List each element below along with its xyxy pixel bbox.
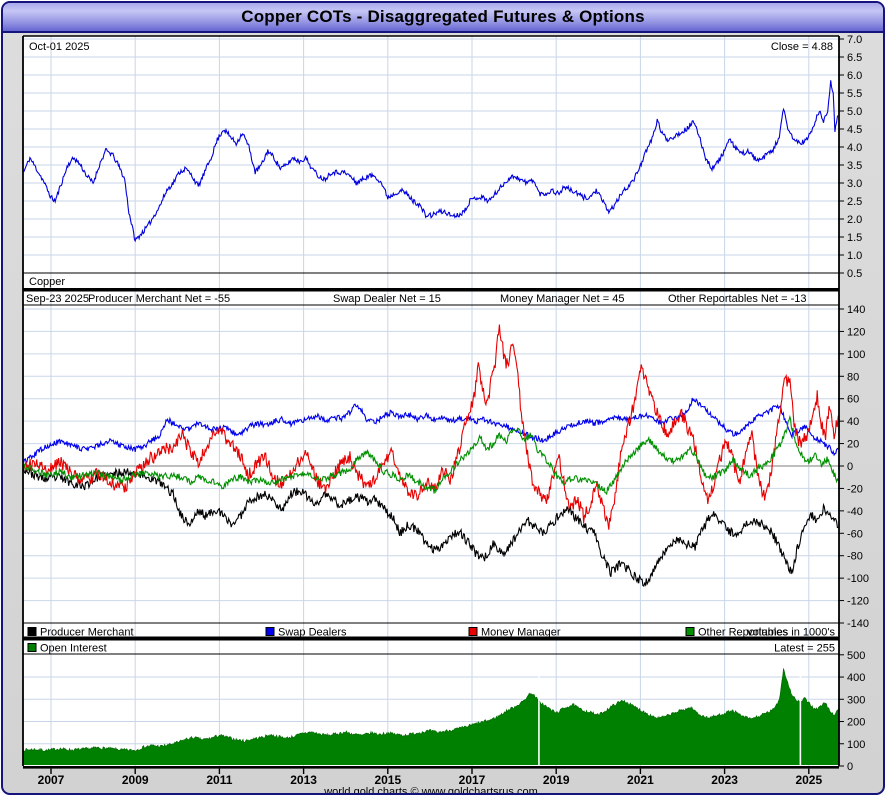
y-tick-label: 20 [847, 439, 859, 451]
cot-net-header: Swap Dealer Net = 15 [333, 293, 441, 305]
open-interest-label: Open Interest [40, 643, 107, 655]
y-tick-label: -20 [847, 483, 863, 495]
legend-swatch [265, 627, 275, 636]
y-tick-label: 6.5 [847, 52, 862, 64]
y-tick-label: 2.5 [847, 196, 862, 208]
legend-swatch [27, 627, 37, 636]
y-tick-label: -140 [847, 618, 869, 630]
y-tick-label: 7.0 [847, 34, 862, 46]
money-manager-line [23, 324, 839, 530]
y-tick-label: 100 [847, 349, 865, 361]
y-tick-label: 4.5 [847, 124, 862, 136]
y-tick-label: 4.0 [847, 142, 862, 154]
x-tick-label: 2023 [711, 773, 738, 787]
swap-dealers-line [23, 397, 839, 463]
latest-label: Latest = 255 [774, 643, 835, 655]
separator-1 [23, 288, 839, 291]
y-tick-label: 140 [847, 304, 865, 316]
y-tick-label: 3.5 [847, 160, 862, 172]
cot-net-header: Other Reportables Net = -13 [668, 293, 807, 305]
y-tick-label: 400 [847, 672, 865, 684]
cot-date-label: Sep-23 2025 [26, 293, 89, 305]
y-tick-label: 500 [847, 650, 865, 662]
legend-swatch [468, 627, 478, 636]
y-tick-label: 100 [847, 739, 865, 751]
y-tick-label: 5.5 [847, 88, 862, 100]
y-tick-label: 1.5 [847, 232, 862, 244]
open-interest-area [23, 668, 839, 765]
y-tick-label: -40 [847, 506, 863, 518]
cot-net-header: Producer Merchant Net = -55 [88, 293, 230, 305]
other-reportables-line [23, 414, 839, 496]
x-tick-label: 2009 [122, 773, 149, 787]
price-panel [23, 80, 839, 243]
x-tick-label: 2017 [459, 773, 486, 787]
y-tick-label: -80 [847, 551, 863, 563]
volumes-note: volumes in 1000's [747, 627, 835, 639]
y-tick-label: 0 [847, 761, 853, 773]
open-interest-panel [23, 655, 839, 765]
y-tick-label: 3.0 [847, 178, 862, 190]
y-tick-label: 0.5 [847, 268, 862, 280]
legend-label: Producer Merchant [40, 627, 134, 639]
y-tick-label: 80 [847, 371, 859, 383]
cot-net-header: Money Manager Net = 45 [500, 293, 624, 305]
price-instrument-label: Copper [29, 276, 65, 288]
y-tick-label: 5.0 [847, 106, 862, 118]
x-tick-label: 2007 [38, 773, 65, 787]
y-tick-label: -60 [847, 528, 863, 540]
y-tick-label: 0 [847, 461, 853, 473]
x-tick-label: 2013 [290, 773, 317, 787]
y-tick-label: 200 [847, 717, 865, 729]
separator-2 [23, 637, 839, 640]
y-tick-label: 60 [847, 394, 859, 406]
bottom-axis-line [23, 766, 839, 769]
legend-label: Other Reportables [698, 627, 788, 639]
footer-credit: world gold charts © www.goldchartsrus.co… [323, 786, 538, 795]
legend-label: Swap Dealers [278, 627, 347, 639]
legend-label: Money Manager [481, 627, 561, 639]
price-close-label: Close = 4.88 [771, 41, 833, 53]
y-tick-label: 40 [847, 416, 859, 428]
cot-net-panel [23, 324, 839, 587]
y-tick-label: 300 [847, 694, 865, 706]
x-tick-label: 2019 [543, 773, 570, 787]
chart-area: 7.0 6.5 6.0 5.5 5.0 4.5 4.0 3.5 3.0 2.5 2.0 1.5 1.0 0… [3, 33, 883, 795]
y-tick-label: 1.0 [847, 250, 862, 262]
price-date-label: Oct-01 2025 [29, 41, 90, 53]
x-tick-label: 2021 [627, 773, 654, 787]
y-tick-label: -100 [847, 573, 869, 585]
y-tick-label: 2.0 [847, 214, 862, 226]
y-tick-label: -120 [847, 596, 869, 608]
page-title: Copper COTs - Disaggregated Futures & Op… [241, 7, 645, 26]
open-interest-swatch [27, 643, 37, 652]
title-bar: Copper COTs - Disaggregated Futures & Op… [3, 3, 883, 33]
x-tick-label: 2025 [795, 773, 822, 787]
cot-chart-svg: 7.0 6.5 6.0 5.5 5.0 4.5 4.0 3.5 3.0 2.5 2.0 1.5 1.0 0… [22, 34, 869, 795]
x-tick-label: 2015 [374, 773, 401, 787]
copper-price-line [23, 80, 839, 243]
y-tick-label: 6.0 [847, 70, 862, 82]
y-tick-label: 120 [847, 326, 865, 338]
x-tick-label: 2011 [206, 773, 232, 787]
legend-swatch [685, 627, 695, 636]
